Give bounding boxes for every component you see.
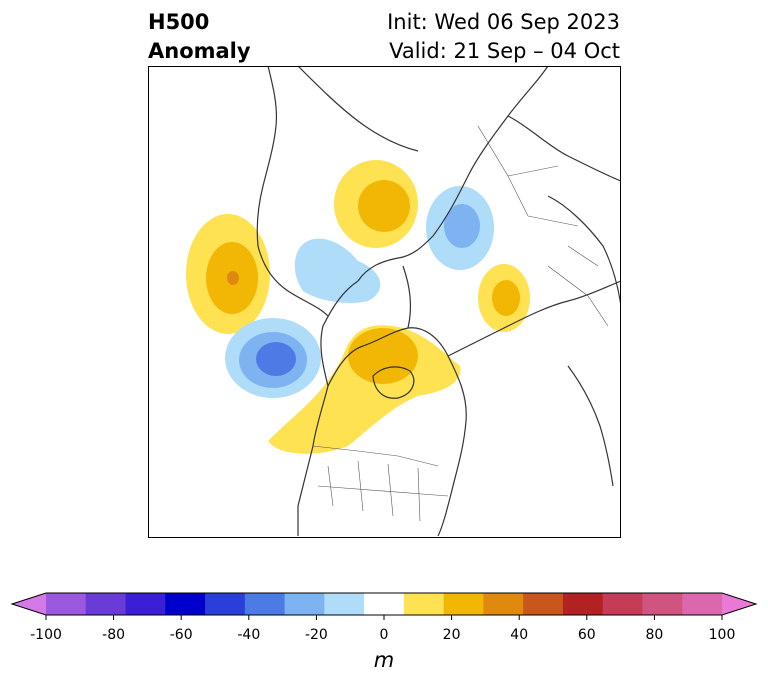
valid-range: Valid: 21 Sep – 04 Oct — [389, 39, 620, 63]
colorbar-segment — [602, 593, 643, 615]
colorbar: -100 -80 -60 -40 -20 0 20 40 60 80 100 m — [10, 592, 758, 672]
colorbar-segment — [682, 593, 723, 615]
borders — [312, 125, 609, 522]
colorbar-segment — [85, 593, 127, 615]
colorbar-segment — [562, 593, 604, 615]
colorbar-segment — [324, 593, 365, 615]
colorbar-segment — [244, 593, 286, 615]
colorbar-segments — [10, 592, 758, 616]
colorbar-tick-label: 40 — [510, 627, 528, 643]
colorbar-segment — [46, 593, 87, 615]
colorbar-tick-label: 60 — [578, 627, 596, 643]
asia-ridge-inner — [492, 280, 520, 316]
colorbar-units: m — [374, 648, 394, 672]
map-title: H500 Anomaly — [148, 8, 251, 66]
siberia-trough-inner — [444, 204, 480, 248]
colorbar-segment — [284, 593, 325, 615]
colorbar-tick-label: 0 — [380, 627, 389, 643]
arctic-ridge-inner — [358, 180, 410, 232]
colorbar-tick-label: -80 — [102, 627, 125, 643]
colorbar-segment — [403, 593, 445, 615]
namerica-ridge-inner — [348, 328, 418, 384]
anomaly-map — [148, 66, 621, 538]
colorbar-tick-label: -40 — [237, 627, 260, 643]
colorbar-segment — [364, 593, 405, 615]
colorbar-segment — [125, 593, 166, 615]
colorbar-segment — [165, 593, 206, 615]
pacific-ridge-core — [227, 271, 239, 285]
colorbar-arrow-max — [722, 593, 756, 615]
colorbar-tick-label: -20 — [305, 627, 328, 643]
init-date: Init: Wed 06 Sep 2023 — [387, 10, 620, 34]
colorbar-tick-label: 20 — [443, 627, 461, 643]
title-line-1: H500 — [148, 10, 210, 34]
colorbar-tick-label: -60 — [170, 627, 193, 643]
colorbar-arrow-min — [12, 593, 46, 615]
map-subtitle: Init: Wed 06 Sep 2023 Valid: 21 Sep – 04… — [387, 8, 620, 66]
map-frame — [148, 66, 621, 538]
anomaly-fields — [186, 160, 530, 454]
title-line-2: Anomaly — [148, 39, 251, 63]
coastlines — [256, 66, 621, 537]
colorbar-segment — [642, 593, 683, 615]
colorbar-segment — [443, 593, 484, 615]
colorbar-ticks: -100 -80 -60 -40 -20 0 20 40 60 80 100 — [30, 615, 735, 643]
colorbar-segment — [483, 593, 524, 615]
west-trough-core — [256, 342, 296, 376]
colorbar-segment — [205, 593, 246, 615]
colorbar-tick-label: -100 — [30, 627, 62, 643]
colorbar-segment — [523, 593, 564, 615]
arctic-trough — [294, 238, 381, 303]
colorbar-tick-label: 80 — [645, 627, 663, 643]
colorbar-tick-label: 100 — [709, 627, 736, 643]
